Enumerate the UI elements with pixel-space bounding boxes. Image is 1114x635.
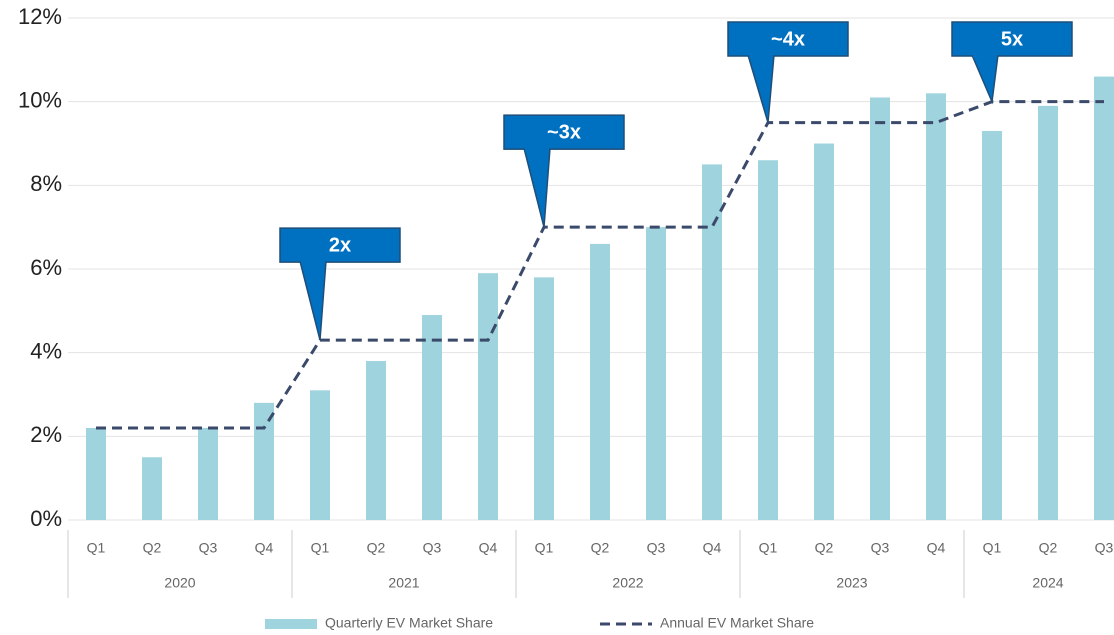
bar bbox=[366, 361, 386, 520]
bar bbox=[870, 97, 890, 520]
x-tick-label: Q2 bbox=[815, 540, 834, 556]
callout-box bbox=[727, 21, 849, 57]
x-tick-label: Q1 bbox=[311, 540, 330, 556]
annotation: 5x bbox=[1001, 28, 1023, 50]
callout-joint bbox=[525, 146, 549, 152]
bar bbox=[814, 143, 834, 520]
annotation: ~4x bbox=[771, 28, 805, 50]
x-tick-label: Q3 bbox=[871, 540, 890, 556]
x-tick-label: Q2 bbox=[367, 540, 386, 556]
x-group-label: 2020 bbox=[164, 575, 195, 591]
annotation: ~3x bbox=[547, 121, 581, 143]
bar bbox=[982, 130, 1002, 520]
callout-pointer bbox=[970, 54, 999, 105]
bar bbox=[422, 315, 442, 520]
y-tick-label: 10% bbox=[18, 87, 62, 112]
x-tick-label: Q4 bbox=[703, 540, 722, 556]
y-tick-label: 6% bbox=[30, 255, 62, 280]
x-tick-label: Q1 bbox=[759, 540, 778, 556]
y-tick-label: 4% bbox=[30, 338, 62, 363]
bar bbox=[1038, 105, 1058, 520]
y-tick-label: 12% bbox=[18, 4, 62, 29]
y-tick-label: 2% bbox=[30, 422, 62, 447]
legend-label: Quarterly EV Market Share bbox=[325, 615, 493, 631]
bar bbox=[758, 160, 778, 520]
bar bbox=[254, 402, 274, 520]
callout-joint bbox=[301, 259, 325, 265]
bar bbox=[702, 164, 722, 520]
x-group-label: 2023 bbox=[836, 575, 867, 591]
legend-label: Annual EV Market Share bbox=[660, 615, 814, 631]
x-group-label: 2024 bbox=[1032, 575, 1063, 591]
legend-swatch bbox=[265, 619, 317, 629]
x-tick-label: Q4 bbox=[927, 540, 946, 556]
callout-pointer bbox=[299, 260, 327, 341]
x-tick-label: Q2 bbox=[143, 540, 162, 556]
annotation: 2x bbox=[329, 234, 351, 256]
bar bbox=[646, 227, 666, 520]
bar bbox=[198, 427, 218, 520]
x-tick-label: Q1 bbox=[535, 540, 554, 556]
x-tick-label: Q4 bbox=[479, 540, 498, 556]
callout-joint bbox=[749, 53, 773, 58]
x-tick-label: Q3 bbox=[199, 540, 218, 556]
bar bbox=[590, 243, 610, 520]
callout-box bbox=[951, 21, 1073, 57]
bar bbox=[1094, 76, 1114, 521]
bar bbox=[534, 277, 554, 520]
bar bbox=[86, 427, 106, 520]
x-tick-label: Q2 bbox=[1039, 540, 1058, 556]
x-tick-label: Q3 bbox=[423, 540, 442, 556]
bar bbox=[310, 390, 330, 520]
bar bbox=[926, 93, 946, 521]
x-tick-label: Q1 bbox=[87, 540, 106, 556]
callout-joint bbox=[973, 53, 997, 58]
x-tick-label: Q2 bbox=[591, 540, 610, 556]
y-tick-label: 0% bbox=[30, 506, 62, 531]
y-tick-label: 8% bbox=[30, 171, 62, 196]
x-tick-label: Q3 bbox=[1095, 540, 1114, 556]
callout-pointer bbox=[746, 54, 775, 123]
x-group-label: 2022 bbox=[612, 575, 643, 591]
line bbox=[96, 100, 1104, 430]
x-tick-label: Q4 bbox=[255, 540, 274, 556]
callout-box bbox=[279, 227, 401, 263]
callout-pointer bbox=[523, 147, 551, 228]
x-group-label: 2021 bbox=[388, 575, 419, 591]
callout-box bbox=[503, 114, 625, 150]
x-tick-label: Q1 bbox=[983, 540, 1002, 556]
x-tick-label: Q3 bbox=[647, 540, 666, 556]
bar bbox=[478, 273, 498, 520]
bar bbox=[142, 457, 162, 520]
